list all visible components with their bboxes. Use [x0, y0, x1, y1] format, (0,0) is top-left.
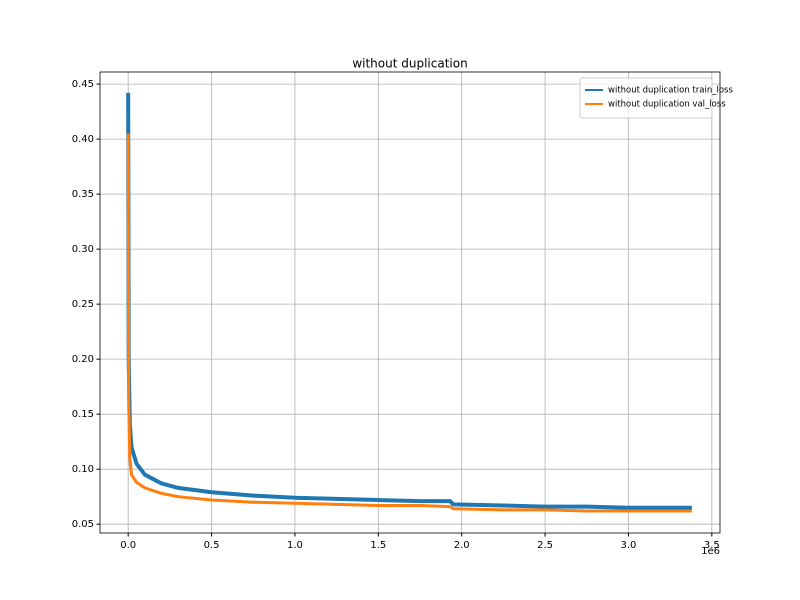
line: [126, 92, 692, 510]
y-tick-label: 0.15: [72, 409, 94, 420]
y-tick-label: 0.40: [72, 134, 94, 145]
legend-label: without duplication train_loss: [608, 86, 733, 96]
x-tick-label: 0.5: [204, 540, 220, 551]
y-tick-label: 0.35: [72, 189, 94, 200]
x-tick-label: 1.0: [287, 540, 303, 551]
plot-frame: [99, 71, 721, 534]
chart-title: without duplication: [352, 57, 467, 71]
y-tick-label: 0.30: [72, 244, 94, 255]
x-tick-label: 2.0: [454, 540, 470, 551]
y-tick-label: 0.25: [72, 299, 94, 310]
legend-box: [579, 77, 713, 119]
x-tick-label: 2.5: [537, 540, 553, 551]
y-tick-label: 0.05: [72, 519, 94, 530]
y-tick-label: 0.20: [72, 354, 94, 365]
x-tick-label: 1.5: [370, 540, 386, 551]
line: [126, 133, 692, 513]
y-tick-label: 0.10: [72, 464, 94, 475]
x-tick-label: 3.5: [704, 540, 720, 551]
x-tick-label: 3.0: [620, 540, 636, 551]
x-tick-label: 0.0: [120, 540, 136, 551]
x-offset-label: 1e6: [701, 546, 720, 557]
y-tick-label: 0.45: [72, 79, 94, 90]
legend-label: without duplication val_loss: [608, 100, 726, 110]
